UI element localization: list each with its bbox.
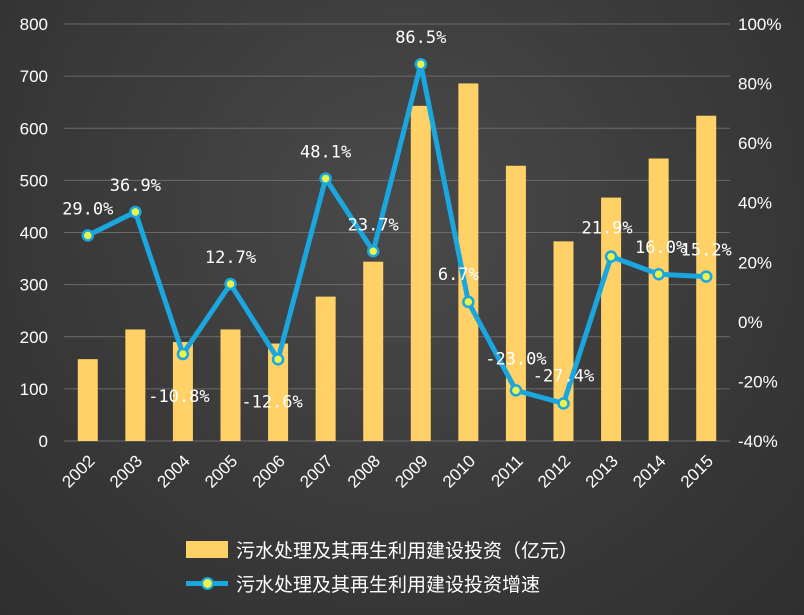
line-marker <box>462 295 475 309</box>
line-marker <box>652 267 665 281</box>
data-label: 86.5% <box>395 28 446 48</box>
x-tick-label: 2013 <box>582 451 622 491</box>
bar <box>363 261 384 441</box>
x-tick-label: 2015 <box>677 451 717 491</box>
y-left-tick-label: 600 <box>20 119 48 138</box>
bar <box>77 359 98 441</box>
legend-line-label: 污水处理及其再生利用建设投资增速 <box>236 573 541 596</box>
y-right-tick-label: 0% <box>738 313 763 332</box>
data-label: -10.8% <box>148 387 209 407</box>
x-tick-label: 2011 <box>487 451 526 490</box>
line-series <box>81 57 713 410</box>
left-axis: 0 100 200 300 400 500 600 700 800 <box>20 15 48 451</box>
x-tick-label: 2006 <box>249 451 289 491</box>
line-marker <box>414 57 428 71</box>
x-tick-label: 2012 <box>534 451 574 491</box>
line-marker <box>129 205 142 219</box>
y-left-tick-label: 300 <box>20 276 48 295</box>
legend-bar-label: 污水处理及其再生利用建设投资（亿元） <box>236 539 579 562</box>
growth-line <box>86 61 707 406</box>
y-left-tick-label: 700 <box>20 67 48 86</box>
y-left-tick-label: 100 <box>20 380 48 399</box>
y-right-tick-label: 20% <box>738 253 772 272</box>
bar <box>458 83 479 442</box>
bar <box>172 341 193 441</box>
bar <box>505 165 526 441</box>
legend-item-line: 污水处理及其再生利用建设投资增速 <box>186 566 578 600</box>
legend-line-swatch <box>186 575 228 592</box>
bar <box>220 329 241 441</box>
bar <box>553 241 574 441</box>
y-left-tick-label: 0 <box>39 432 48 451</box>
line-marker <box>557 397 570 410</box>
bar <box>648 158 669 442</box>
line-marker <box>699 270 713 283</box>
y-left-tick-label: 400 <box>20 224 48 243</box>
line-marker <box>604 250 618 263</box>
y-right-tick-label: 100% <box>738 15 781 34</box>
x-tick-label: 2008 <box>344 451 384 491</box>
y-left-tick-label: 500 <box>20 171 48 190</box>
right-axis: -40% -20% 0% 20% 40% 60% 80% 100% <box>738 15 781 451</box>
line-marker <box>271 353 285 366</box>
bar <box>268 343 289 441</box>
x-tick-label: 2005 <box>201 451 241 491</box>
line-marker <box>176 347 190 361</box>
x-tick-label: 2007 <box>296 451 336 491</box>
x-axis: 2002 2003 2004 2005 2006 2007 2008 2009 2010 2011… <box>58 451 717 491</box>
data-label: 15.2% <box>681 241 732 261</box>
x-tick-label: 2002 <box>58 451 98 491</box>
legend-item-bar: 污水处理及其再生利用建设投资（亿元） <box>186 532 578 566</box>
line-marker <box>509 384 523 397</box>
line-marker <box>224 277 237 291</box>
data-label: 36.9% <box>110 176 161 196</box>
data-label: 16.0% <box>635 238 686 258</box>
data-label: 6.7% <box>438 265 479 285</box>
y-right-tick-label: 40% <box>738 194 772 213</box>
data-labels: 29.0% 36.9% -10.8% 12.7% -12.6% 48.1% 23.7% 86.… <box>62 28 732 412</box>
data-label: 21.9% <box>581 219 632 239</box>
x-tick-label: 2010 <box>439 451 479 491</box>
legend: 污水处理及其再生利用建设投资（亿元） 污水处理及其再生利用建设投资增速 <box>186 532 578 600</box>
legend-bar-swatch <box>186 540 228 558</box>
data-label: 23.7% <box>348 215 399 235</box>
data-label: -23.0% <box>485 349 546 369</box>
line-marker <box>81 229 95 242</box>
x-tick-label: 2003 <box>106 451 146 491</box>
data-label: 48.1% <box>300 143 351 163</box>
x-tick-label: 2014 <box>629 451 669 491</box>
line-marker <box>319 172 332 185</box>
x-tick-label: 2009 <box>391 451 431 491</box>
y-left-tick-label: 800 <box>20 15 48 34</box>
data-label: -27.4% <box>533 366 594 386</box>
data-label: 12.7% <box>205 248 256 268</box>
data-label: 29.0% <box>62 199 113 219</box>
line-marker <box>366 245 380 258</box>
x-tick-label: 2004 <box>154 451 194 491</box>
bar <box>315 296 336 441</box>
bar <box>410 105 431 442</box>
y-right-tick-label: 80% <box>738 75 772 94</box>
bar <box>125 329 146 441</box>
bar-series <box>77 83 717 442</box>
y-right-tick-label: 60% <box>738 134 772 153</box>
data-label: -12.6% <box>241 392 302 412</box>
y-left-tick-label: 200 <box>20 328 48 347</box>
y-right-tick-label: -20% <box>738 372 778 391</box>
y-right-tick-label: -40% <box>738 432 778 451</box>
